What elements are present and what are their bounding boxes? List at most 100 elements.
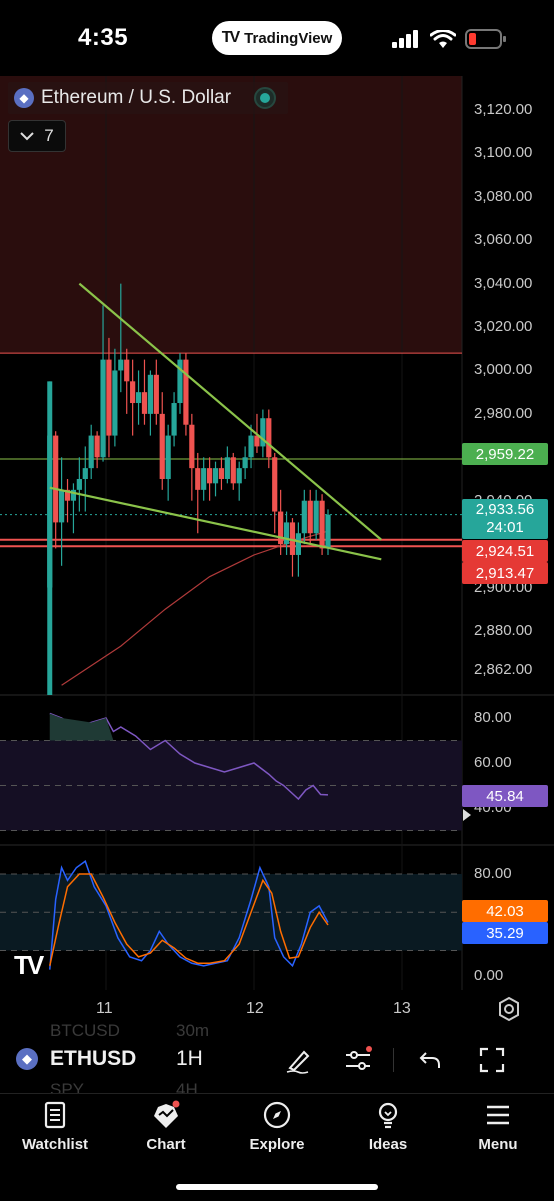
rsi-tick: 80.00: [474, 709, 512, 726]
stoch-tick: 0.00: [474, 967, 504, 984]
line-price-tag-a: 2,924.51: [462, 540, 548, 562]
candle: [313, 489, 319, 540]
trendlines: [49, 282, 382, 561]
settings-icon[interactable]: [496, 996, 522, 1022]
ma-line: [61, 530, 329, 686]
line-price-tag-b: 2,913.47: [462, 562, 548, 584]
interval-selector[interactable]: 1H: [176, 1047, 203, 1070]
fullscreen-button[interactable]: [474, 1042, 510, 1078]
candle: [207, 457, 213, 501]
rsi-tick: 60.00: [474, 754, 512, 771]
candle: [301, 489, 307, 545]
candle-body: [64, 489, 71, 501]
price-chart[interactable]: [0, 76, 554, 996]
price-tick: 3,040.00: [474, 274, 533, 292]
candle: [195, 452, 201, 534]
candle: [130, 359, 136, 436]
stochastic-panel: [0, 860, 462, 970]
candle: [100, 305, 106, 462]
stoch-d-line: [49, 873, 329, 966]
candle-body: [319, 500, 325, 549]
chart-icon: [154, 1100, 180, 1128]
price-tick: 2,980.00: [474, 404, 533, 422]
candle: [159, 392, 165, 490]
candle-body: [70, 489, 77, 501]
tab-ideas[interactable]: Ideas: [338, 1100, 438, 1160]
rsi-panel: [0, 712, 462, 831]
ghost-symbol: BTCUSD: [50, 1021, 120, 1040]
horizontal-lines: [0, 352, 462, 548]
candle-body: [76, 478, 82, 490]
candle-body: [207, 468, 213, 484]
signal-icon: [392, 30, 418, 48]
undo-button[interactable]: [412, 1042, 448, 1078]
tab-explore[interactable]: Explore: [227, 1100, 327, 1160]
candle-body: [94, 435, 100, 458]
tab-label: Menu: [478, 1136, 518, 1153]
candle: [177, 353, 183, 414]
candle-body: [301, 500, 307, 534]
symbol-selector[interactable]: ETHUSD: [50, 1047, 137, 1070]
candle: [141, 359, 148, 425]
candle-body: [195, 468, 201, 490]
stoch-d-tag: 35.29: [462, 922, 548, 944]
ghost-interval: 30m: [176, 1021, 210, 1040]
candle-body: [171, 403, 177, 436]
price-tick: 2,862.00: [474, 661, 533, 678]
candle-body: [53, 435, 59, 523]
indicator-toggle-button[interactable]: 7: [8, 120, 66, 152]
candle: [88, 424, 94, 479]
candle-body: [212, 468, 219, 484]
time-tick: 13: [393, 1000, 411, 1017]
candle-body: [236, 468, 242, 484]
candle: [212, 461, 219, 497]
compass-icon: [263, 1101, 291, 1129]
moving-average: [61, 530, 329, 686]
candle-body: [218, 468, 225, 479]
tab-label: Watchlist: [21, 1136, 89, 1153]
candle-body: [177, 359, 183, 404]
candle-body: [159, 413, 165, 479]
candle: [82, 446, 88, 512]
panel-expand-icon[interactable]: [462, 808, 472, 822]
stoch-k-line: [49, 860, 329, 970]
tab-chart[interactable]: Chart: [116, 1100, 216, 1160]
candle: [135, 370, 142, 425]
candle-body: [307, 500, 313, 534]
ethereum-icon: ◆: [14, 88, 34, 108]
candle: [183, 353, 189, 436]
candle: [319, 494, 325, 555]
candle-body: [201, 468, 207, 490]
menu-icon: [487, 1105, 509, 1125]
indicators-button[interactable]: [340, 1042, 376, 1078]
symbol-title: Ethereum / U.S. Dollar: [41, 87, 232, 108]
candle-body: [100, 359, 106, 458]
candle: [147, 370, 153, 436]
last-price: 2,933.56: [475, 501, 535, 518]
candle-body: [135, 392, 142, 404]
candle: [106, 337, 112, 458]
drawing-tools-button[interactable]: [280, 1042, 316, 1078]
tab-menu[interactable]: Menu: [448, 1100, 548, 1160]
tab-watchlist[interactable]: Watchlist: [5, 1100, 105, 1160]
lightbulb-icon: [378, 1102, 398, 1129]
candle: [283, 511, 290, 555]
candle: [248, 424, 254, 469]
candle: [64, 478, 71, 523]
candle: [118, 283, 124, 393]
chevron-down-icon: [20, 132, 34, 141]
fullscreen-icon: [479, 1047, 505, 1073]
candle-body: [141, 392, 148, 414]
wifi-icon: [430, 30, 456, 48]
candle-body: [106, 359, 112, 436]
candle-body: [325, 514, 331, 549]
watchlist-icon: [44, 1101, 66, 1129]
price-tick: 3,100.00: [474, 144, 533, 162]
app-indicator-pill[interactable]: TV TradingView: [212, 21, 342, 55]
candle-body: [59, 489, 65, 523]
market-status-icon[interactable]: [254, 87, 277, 109]
candle-body: [183, 359, 189, 425]
price-tick: 2,880.00: [474, 621, 533, 639]
symbol-legend[interactable]: ◆ Ethereum / U.S. Dollar: [8, 82, 289, 114]
price-tick: 3,000.00: [474, 361, 533, 379]
